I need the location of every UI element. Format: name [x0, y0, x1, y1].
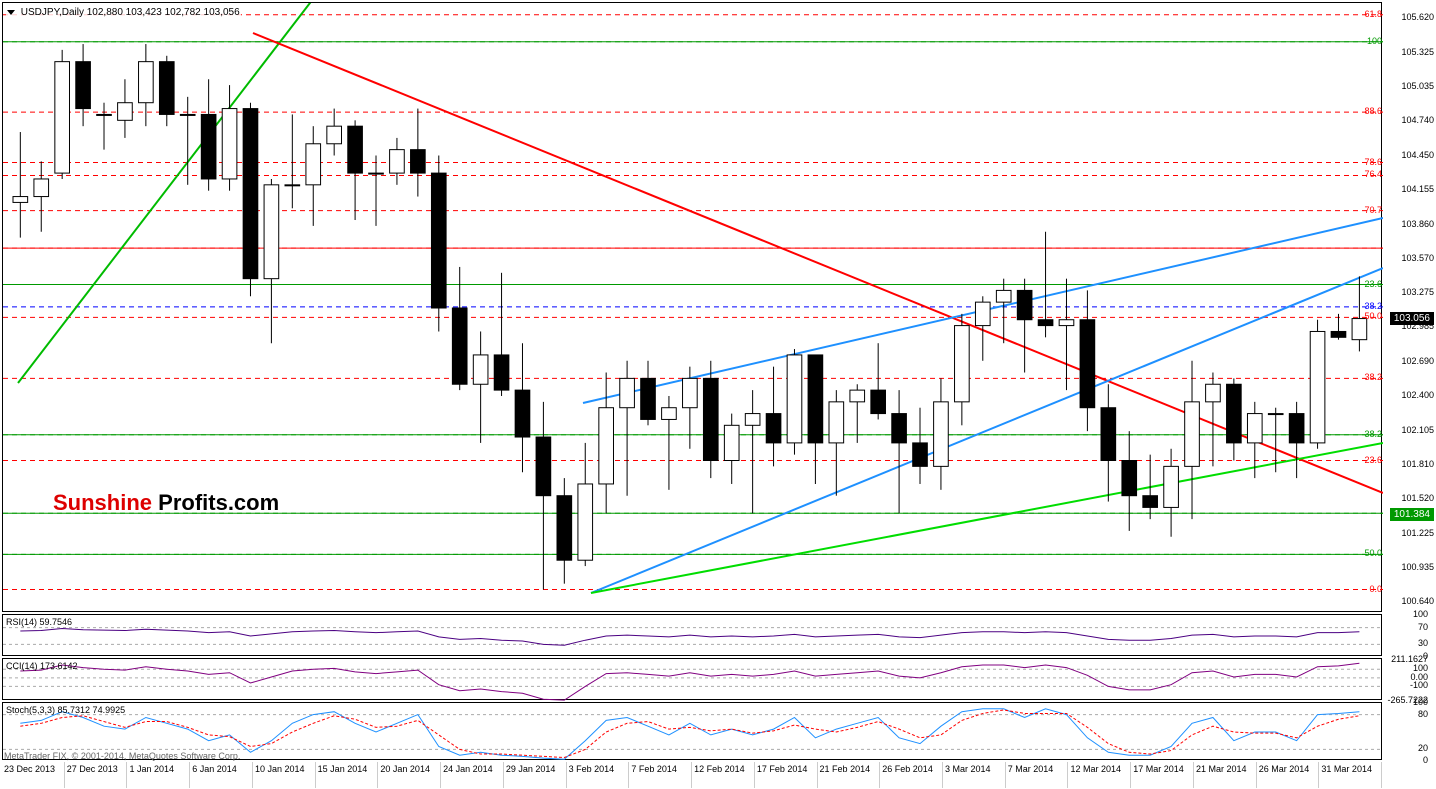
indicator-level: 20: [1418, 743, 1428, 753]
stoch-label: Stoch(5,3,3) 85.7312 74.9925: [6, 705, 125, 715]
y-tick: 100.640: [1401, 596, 1434, 606]
chart-title: USDJPY,Daily 102,880 103,423 102,782 103…: [6, 6, 241, 19]
x-tick: 17 Feb 2014: [755, 762, 818, 788]
fib-label: 61.8: [1364, 9, 1382, 19]
y-tick: 105.620: [1401, 12, 1434, 22]
x-tick: 31 Mar 2014: [1319, 762, 1382, 788]
copyright-text: MetaTrader FIX, © 2001-2014, MetaQuotes …: [4, 751, 240, 761]
y-tick: 100.935: [1401, 562, 1434, 572]
price-badge: 101.384: [1390, 508, 1434, 521]
price-badge: 103.056: [1390, 312, 1434, 325]
x-tick: 15 Jan 2014: [316, 762, 379, 788]
x-tick: 26 Feb 2014: [880, 762, 943, 788]
fib-label: 70.7: [1364, 205, 1382, 215]
fib-label: 76.4: [1364, 169, 1382, 179]
indicator-level: -100: [1410, 680, 1428, 690]
fib-label: 78.6: [1364, 157, 1382, 167]
x-tick: 29 Jan 2014: [504, 762, 567, 788]
y-tick: 103.275: [1401, 287, 1434, 297]
ohlc-label: 102,880 103,423 102,782 103,056: [87, 7, 240, 18]
fib-label: 23.6: [1364, 455, 1382, 465]
y-tick: 102.400: [1401, 390, 1434, 400]
indicator-level: 30: [1418, 638, 1428, 648]
y-tick: 105.035: [1401, 81, 1434, 91]
y-tick: 101.520: [1401, 493, 1434, 503]
x-tick: 12 Feb 2014: [692, 762, 755, 788]
x-tick: 3 Mar 2014: [943, 762, 1006, 788]
y-tick: 104.450: [1401, 150, 1434, 160]
x-tick: 1 Jan 2014: [127, 762, 190, 788]
y-tick: 103.860: [1401, 219, 1434, 229]
indicator-level: 0: [1423, 755, 1428, 765]
x-tick: 26 Mar 2014: [1257, 762, 1320, 788]
x-tick: 21 Feb 2014: [818, 762, 881, 788]
rsi-panel[interactable]: RSI(14) 59.7546: [2, 614, 1382, 656]
fib-label: 38.2: [1364, 429, 1382, 439]
y-tick: 102.105: [1401, 425, 1434, 435]
watermark-profits: Profits.com: [158, 490, 279, 515]
cci-canvas: [3, 659, 1383, 701]
cci-label: CCI(14) 173.6142: [6, 661, 78, 671]
y-tick: 101.810: [1401, 459, 1434, 469]
fib-label: 100: [1367, 36, 1382, 46]
x-tick: 23 Dec 2013: [2, 762, 65, 788]
fib-label: 0.0: [1369, 584, 1382, 594]
y-tick: 104.740: [1401, 115, 1434, 125]
x-tick: 17 Mar 2014: [1131, 762, 1194, 788]
time-x-axis: 23 Dec 201327 Dec 20131 Jan 20146 Jan 20…: [2, 762, 1382, 788]
x-tick: 10 Jan 2014: [253, 762, 316, 788]
x-tick: 21 Mar 2014: [1194, 762, 1257, 788]
indicator-level: 100: [1413, 609, 1428, 619]
indicator-level: 70: [1418, 622, 1428, 632]
fib-label: 38.2: [1364, 301, 1382, 311]
indicator-level: 80: [1418, 709, 1428, 719]
fib-label: 50.0: [1364, 548, 1382, 558]
y-tick: 102.690: [1401, 356, 1434, 366]
x-tick: 6 Jan 2014: [190, 762, 253, 788]
rsi-canvas: [3, 615, 1383, 657]
x-tick: 24 Jan 2014: [441, 762, 504, 788]
y-tick: 105.325: [1401, 47, 1434, 57]
indicator-level: 100: [1413, 697, 1428, 707]
x-tick: 27 Dec 2013: [65, 762, 128, 788]
watermark: Sunshine Profits.com: [53, 490, 279, 516]
chevron-down-icon[interactable]: [7, 10, 15, 15]
rsi-label: RSI(14) 59.7546: [6, 617, 72, 627]
y-tick: 101.225: [1401, 528, 1434, 538]
x-tick: 20 Jan 2014: [378, 762, 441, 788]
x-tick: 7 Feb 2014: [629, 762, 692, 788]
fib-label: 23.6: [1364, 279, 1382, 289]
fib-label: 50.0: [1364, 311, 1382, 321]
indicator-level: 211.1627: [1391, 654, 1428, 664]
fib-label: 88.6: [1364, 106, 1382, 116]
x-tick: 3 Feb 2014: [567, 762, 630, 788]
watermark-sunshine: Sunshine: [53, 490, 152, 515]
chart-canvas: [3, 3, 1383, 613]
main-price-chart[interactable]: USDJPY,Daily 102,880 103,423 102,782 103…: [2, 2, 1382, 612]
fib-label: 38.2: [1364, 372, 1382, 382]
y-tick: 104.155: [1401, 184, 1434, 194]
cci-panel[interactable]: CCI(14) 173.6142: [2, 658, 1382, 700]
y-tick: 103.570: [1401, 253, 1434, 263]
symbol-label: USDJPY,Daily: [21, 7, 84, 18]
x-tick: 12 Mar 2014: [1068, 762, 1131, 788]
x-tick: 7 Mar 2014: [1006, 762, 1069, 788]
